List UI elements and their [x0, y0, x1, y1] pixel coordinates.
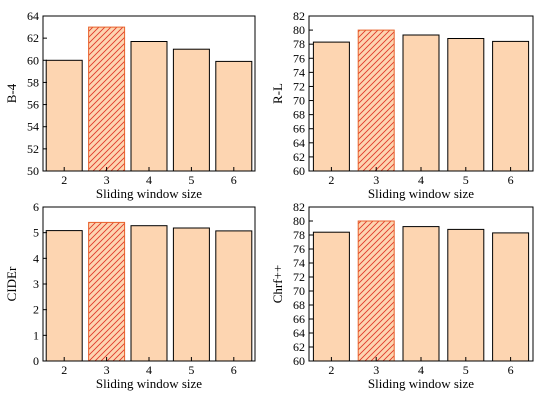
y-axis-title: R-L [270, 83, 285, 104]
x-tick-label: 4 [146, 363, 152, 377]
bar-5 [447, 38, 485, 172]
y-tick-label: 6 [33, 200, 39, 214]
bar-5 [447, 228, 485, 362]
y-tick-label: 58 [27, 75, 39, 89]
x-axis-title: Sliding window size [368, 376, 474, 391]
x-tick-label: 4 [418, 363, 424, 377]
y-axis-title: B-4 [4, 83, 19, 103]
y-tick-label: 1 [33, 328, 39, 342]
y-tick-label: 62 [293, 150, 305, 164]
x-tick-label: 2 [61, 173, 67, 187]
bar-5 [172, 227, 210, 362]
y-tick-label: 62 [293, 340, 305, 354]
x-tick-label: 3 [104, 363, 110, 377]
y-tick-label: 60 [293, 164, 305, 178]
x-tick-label: 6 [508, 363, 514, 377]
bar-3 [357, 220, 395, 362]
y-tick-label: 56 [27, 98, 39, 112]
bar-4 [130, 225, 168, 362]
bar-6 [215, 60, 253, 172]
y-tick-label: 64 [293, 326, 305, 340]
x-tick-label: 3 [373, 173, 379, 187]
bar-5 [172, 48, 210, 172]
y-tick-label: 72 [293, 270, 305, 284]
x-axis-title: Sliding window size [96, 376, 202, 391]
y-tick-label: 4 [33, 251, 39, 265]
y-axis-title: Chrf++ [270, 265, 285, 304]
y-tick-label: 64 [293, 136, 305, 150]
y-tick-label: 76 [293, 242, 305, 256]
y-tick-label: 2 [33, 303, 39, 317]
x-tick-label: 2 [328, 173, 334, 187]
y-tick-label: 50 [27, 164, 39, 178]
bar-2 [45, 230, 83, 362]
x-tick-label: 5 [463, 173, 469, 187]
y-tick-label: 66 [293, 312, 305, 326]
x-tick-label: 6 [231, 363, 237, 377]
bar-4 [402, 226, 440, 362]
y-axis-title: CIDEr [4, 266, 19, 301]
x-tick-label: 5 [463, 363, 469, 377]
y-tick-label: 78 [293, 37, 305, 51]
x-tick-label: 3 [373, 363, 379, 377]
y-tick-label: 52 [27, 142, 39, 156]
y-tick-label: 5 [33, 226, 39, 240]
bar-2 [45, 59, 83, 172]
x-tick-label: 5 [188, 363, 194, 377]
bar-4 [402, 34, 440, 172]
y-tick-label: 60 [27, 53, 39, 67]
y-tick-label: 64 [27, 9, 39, 23]
y-tick-label: 74 [293, 256, 305, 270]
y-tick-label: 74 [293, 65, 305, 79]
bar-3 [88, 26, 126, 172]
y-tick-label: 68 [293, 298, 305, 312]
y-tick-label: 3 [33, 277, 39, 291]
y-tick-label: 82 [293, 200, 305, 214]
x-tick-label: 4 [146, 173, 152, 187]
y-tick-label: 62 [27, 31, 39, 45]
x-tick-label: 5 [188, 173, 194, 187]
y-tick-label: 82 [293, 9, 305, 23]
bar-6 [492, 232, 530, 362]
y-tick-label: 80 [293, 23, 305, 37]
x-tick-label: 6 [508, 173, 514, 187]
y-tick-label: 68 [293, 108, 305, 122]
y-tick-label: 80 [293, 214, 305, 228]
x-tick-label: 3 [104, 173, 110, 187]
bar-3 [88, 221, 126, 362]
bar-3 [357, 29, 395, 172]
x-axis-title: Sliding window size [96, 186, 202, 201]
bar-6 [492, 40, 530, 172]
y-tick-label: 66 [293, 122, 305, 136]
x-tick-label: 6 [231, 173, 237, 187]
x-tick-label: 2 [61, 363, 67, 377]
y-tick-label: 0 [33, 354, 39, 368]
y-tick-label: 70 [293, 284, 305, 298]
bar-6 [215, 230, 253, 362]
y-tick-label: 54 [27, 120, 39, 134]
y-tick-label: 72 [293, 79, 305, 93]
bar-2 [312, 41, 350, 172]
bar-4 [130, 41, 168, 172]
y-tick-label: 60 [293, 354, 305, 368]
x-axis-title: Sliding window size [368, 186, 474, 201]
y-tick-label: 78 [293, 228, 305, 242]
x-tick-label: 2 [328, 363, 334, 377]
chart-panel-2: 0 1 2 3 4 5 6 2 3 4 5 6 Sliding window size CIDEr [4, 200, 256, 391]
y-tick-label: 76 [293, 51, 305, 65]
x-tick-label: 4 [418, 173, 424, 187]
y-tick-label: 70 [293, 94, 305, 108]
bar-2 [312, 231, 350, 362]
